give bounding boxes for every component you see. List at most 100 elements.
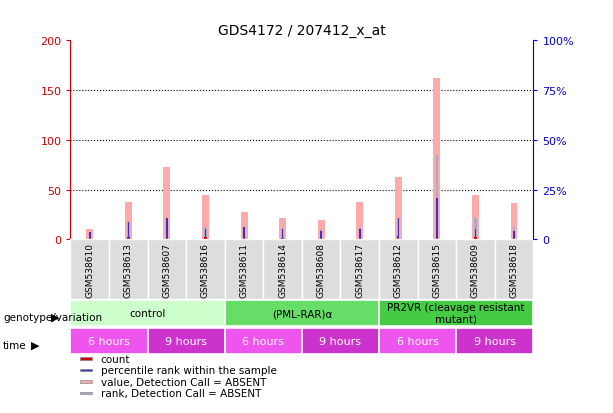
- Bar: [320, 230, 322, 240]
- Bar: [436, 198, 438, 240]
- Text: GSM538615: GSM538615: [432, 243, 441, 298]
- Text: count: count: [101, 354, 130, 364]
- FancyBboxPatch shape: [70, 300, 225, 327]
- FancyBboxPatch shape: [225, 240, 264, 299]
- Bar: [474, 238, 477, 240]
- Bar: [359, 238, 361, 240]
- FancyBboxPatch shape: [340, 240, 379, 299]
- Bar: [80, 358, 93, 360]
- Bar: [243, 228, 245, 240]
- Bar: [243, 238, 245, 240]
- Bar: [89, 238, 91, 240]
- Bar: [511, 203, 517, 240]
- Bar: [398, 218, 399, 240]
- Bar: [164, 167, 170, 240]
- Bar: [320, 239, 322, 240]
- Bar: [356, 202, 364, 240]
- FancyBboxPatch shape: [495, 240, 533, 299]
- FancyBboxPatch shape: [148, 240, 186, 299]
- Bar: [80, 392, 93, 394]
- Bar: [433, 79, 440, 240]
- Bar: [436, 235, 438, 240]
- Bar: [282, 230, 283, 240]
- FancyBboxPatch shape: [379, 328, 456, 354]
- Text: 6 hours: 6 hours: [397, 336, 438, 346]
- FancyBboxPatch shape: [456, 240, 495, 299]
- Bar: [318, 220, 325, 240]
- Text: GSM538617: GSM538617: [356, 243, 364, 298]
- FancyBboxPatch shape: [302, 240, 340, 299]
- Text: GSM538609: GSM538609: [471, 243, 480, 298]
- Bar: [125, 202, 132, 240]
- Bar: [513, 227, 515, 240]
- Text: percentile rank within the sample: percentile rank within the sample: [101, 365, 276, 375]
- Text: PR2VR (cleavage resistant
mutant): PR2VR (cleavage resistant mutant): [387, 303, 525, 324]
- Text: 6 hours: 6 hours: [242, 336, 284, 346]
- Bar: [359, 230, 360, 240]
- Bar: [279, 218, 286, 240]
- Text: genotype/variation: genotype/variation: [3, 312, 102, 322]
- Text: GSM538608: GSM538608: [317, 243, 326, 298]
- Bar: [127, 222, 129, 240]
- Text: GSM538616: GSM538616: [201, 243, 210, 298]
- Text: GSM538607: GSM538607: [162, 243, 172, 298]
- Bar: [359, 227, 361, 240]
- FancyBboxPatch shape: [70, 240, 109, 299]
- FancyBboxPatch shape: [379, 240, 417, 299]
- Text: GSM538613: GSM538613: [124, 243, 133, 298]
- FancyBboxPatch shape: [264, 240, 302, 299]
- Bar: [436, 155, 438, 240]
- Bar: [204, 227, 207, 240]
- Text: GSM538618: GSM538618: [509, 243, 519, 298]
- Bar: [80, 380, 93, 383]
- Bar: [89, 235, 91, 240]
- Text: 9 hours: 9 hours: [319, 336, 362, 346]
- Text: GSM538611: GSM538611: [240, 243, 248, 298]
- Bar: [281, 239, 284, 240]
- FancyBboxPatch shape: [148, 328, 225, 354]
- Text: time: time: [3, 340, 27, 350]
- FancyBboxPatch shape: [186, 240, 225, 299]
- Bar: [128, 222, 129, 240]
- Bar: [397, 237, 400, 240]
- Bar: [281, 229, 284, 240]
- Text: ▶: ▶: [31, 340, 40, 350]
- Text: 9 hours: 9 hours: [474, 336, 516, 346]
- Bar: [166, 218, 168, 240]
- Text: value, Detection Call = ABSENT: value, Detection Call = ABSENT: [101, 377, 266, 387]
- Text: rank, Detection Call = ABSENT: rank, Detection Call = ABSENT: [101, 388, 261, 398]
- FancyBboxPatch shape: [225, 300, 379, 327]
- Bar: [205, 230, 206, 240]
- Text: GSM538614: GSM538614: [278, 243, 287, 298]
- Bar: [513, 238, 515, 240]
- Text: (PML-RAR)α: (PML-RAR)α: [272, 309, 332, 318]
- Bar: [395, 177, 402, 240]
- Bar: [89, 233, 91, 240]
- Bar: [86, 230, 93, 240]
- Title: GDS4172 / 207412_x_at: GDS4172 / 207412_x_at: [218, 24, 386, 38]
- Bar: [202, 195, 209, 240]
- Bar: [474, 230, 476, 240]
- Bar: [472, 195, 479, 240]
- Text: ▶: ▶: [51, 312, 59, 322]
- Bar: [166, 237, 168, 240]
- Bar: [127, 238, 129, 240]
- FancyBboxPatch shape: [225, 328, 302, 354]
- Bar: [204, 238, 207, 240]
- Bar: [513, 232, 515, 240]
- Text: GSM538610: GSM538610: [85, 243, 94, 298]
- FancyBboxPatch shape: [302, 328, 379, 354]
- Bar: [243, 228, 245, 240]
- Bar: [80, 369, 93, 372]
- Bar: [321, 232, 322, 240]
- Text: 9 hours: 9 hours: [165, 336, 207, 346]
- FancyBboxPatch shape: [70, 328, 148, 354]
- Text: GSM538612: GSM538612: [394, 243, 403, 298]
- Bar: [166, 218, 168, 240]
- FancyBboxPatch shape: [109, 240, 148, 299]
- Text: control: control: [129, 309, 166, 318]
- Bar: [240, 212, 248, 240]
- FancyBboxPatch shape: [417, 240, 456, 299]
- FancyBboxPatch shape: [456, 328, 533, 354]
- FancyBboxPatch shape: [379, 300, 533, 327]
